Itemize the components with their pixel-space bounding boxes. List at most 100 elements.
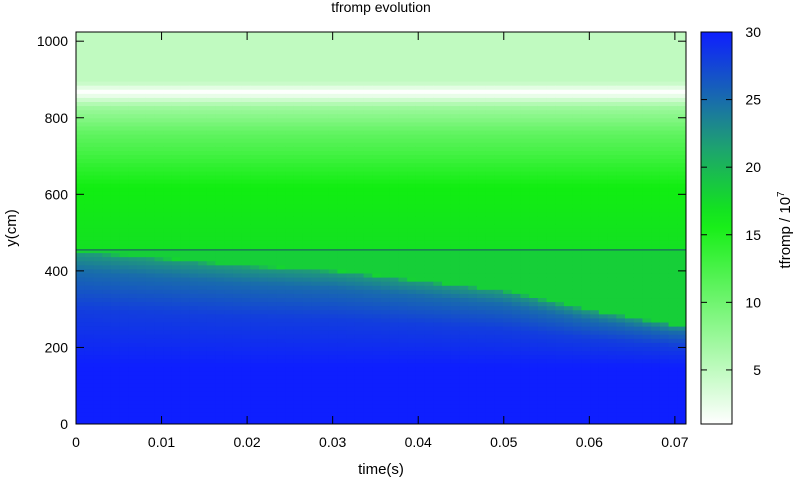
heatmap-cell [363, 232, 373, 237]
heatmap-cell [520, 89, 530, 94]
heatmap-cell [171, 232, 182, 237]
heatmap-cell [215, 330, 225, 335]
heatmap-cell [520, 370, 530, 376]
heatmap-cell [198, 240, 208, 245]
heatmap-cell [433, 64, 443, 70]
heatmap-cell [76, 403, 86, 409]
heatmap-cell [241, 391, 251, 397]
heatmap-cell [511, 268, 522, 274]
heatmap-cell [450, 117, 461, 123]
heatmap-cell [171, 183, 182, 188]
heatmap-cell [450, 326, 461, 331]
heatmap-cell [311, 228, 321, 233]
heatmap-cell [346, 293, 356, 299]
heatmap-cell [285, 199, 295, 205]
heatmap-cell [93, 215, 103, 221]
heatmap-cell [459, 72, 469, 78]
heatmap-cell [145, 272, 156, 278]
heatmap-cell [206, 395, 217, 401]
heatmap-cell [189, 215, 199, 221]
heatmap-cell [198, 415, 208, 421]
heatmap-cell [93, 85, 103, 90]
heatmap-cell [337, 297, 347, 303]
heatmap-cell [398, 285, 408, 290]
heatmap-cell [93, 260, 103, 266]
heatmap-cell [363, 362, 373, 368]
heatmap-cell [110, 375, 121, 380]
heatmap-cell [398, 334, 408, 339]
heatmap-cell [145, 383, 156, 388]
heatmap-cell [311, 134, 321, 139]
heatmap-cell [363, 252, 373, 258]
heatmap-cell [259, 407, 269, 413]
heatmap-cell [206, 330, 217, 335]
heatmap-cell [137, 85, 147, 90]
heatmap-cell [328, 166, 339, 172]
heatmap-cell [293, 32, 304, 37]
heatmap-cell [137, 244, 147, 250]
heatmap-cell [485, 174, 495, 180]
heatmap-cell [442, 326, 452, 331]
heatmap-cell [485, 301, 495, 307]
heatmap-cell [145, 142, 156, 147]
heatmap-cell [407, 277, 417, 282]
heatmap-cell [407, 187, 417, 192]
heatmap-cell [250, 179, 260, 184]
heatmap-cell [267, 285, 278, 290]
heatmap-cell [102, 301, 112, 307]
heatmap-cell [267, 113, 278, 119]
heatmap-cell [485, 252, 495, 258]
heatmap-cell [328, 248, 339, 254]
heatmap-cell [189, 121, 199, 127]
heatmap-cell [76, 305, 86, 311]
heatmap-cell [302, 223, 312, 229]
heatmap-cell [511, 199, 522, 205]
heatmap-cell [93, 101, 103, 107]
heatmap-cell [346, 313, 356, 319]
heatmap-cell [84, 215, 95, 221]
heatmap-cell [293, 134, 304, 139]
heatmap-cell [293, 395, 304, 401]
heatmap-cell [433, 387, 443, 392]
heatmap-cell [503, 44, 513, 49]
heatmap-cell [154, 191, 164, 196]
heatmap-cell [311, 370, 321, 376]
heatmap-cell [459, 313, 469, 319]
heatmap-cell [311, 121, 321, 127]
heatmap-cell [520, 309, 530, 315]
heatmap-cell [76, 207, 86, 213]
heatmap-cell [241, 342, 251, 348]
heatmap-cell [415, 228, 426, 233]
heatmap-cell [285, 211, 295, 217]
heatmap-cell [450, 415, 461, 421]
heatmap-cell [520, 72, 530, 78]
heatmap-cell [442, 207, 452, 213]
heatmap-cell [250, 330, 260, 335]
heatmap-cell [285, 203, 295, 209]
heatmap-cell [145, 207, 156, 213]
heatmap-cell [119, 309, 129, 315]
heatmap-cell [267, 236, 278, 241]
heatmap-cell [415, 379, 426, 384]
heatmap-cell [128, 350, 138, 356]
heatmap-cell [415, 97, 426, 103]
heatmap-cell [372, 232, 382, 237]
heatmap-cell [189, 366, 199, 372]
heatmap-cell [433, 252, 443, 258]
heatmap-cell [424, 305, 434, 311]
heatmap-cell [468, 297, 478, 303]
heatmap-cell [163, 174, 173, 180]
heatmap-cell [206, 391, 217, 397]
heatmap-cell [511, 150, 522, 156]
heatmap-cell [320, 76, 330, 82]
heatmap-cell [76, 81, 86, 86]
heatmap-cell [468, 191, 478, 196]
heatmap-cell [93, 219, 103, 225]
heatmap-cell [389, 93, 400, 98]
heatmap-cell [102, 121, 112, 127]
heatmap-cell [110, 228, 121, 233]
heatmap-cell [450, 309, 461, 315]
heatmap-cell [485, 195, 495, 201]
heatmap-cell [468, 252, 478, 258]
heatmap-cell [372, 105, 382, 111]
